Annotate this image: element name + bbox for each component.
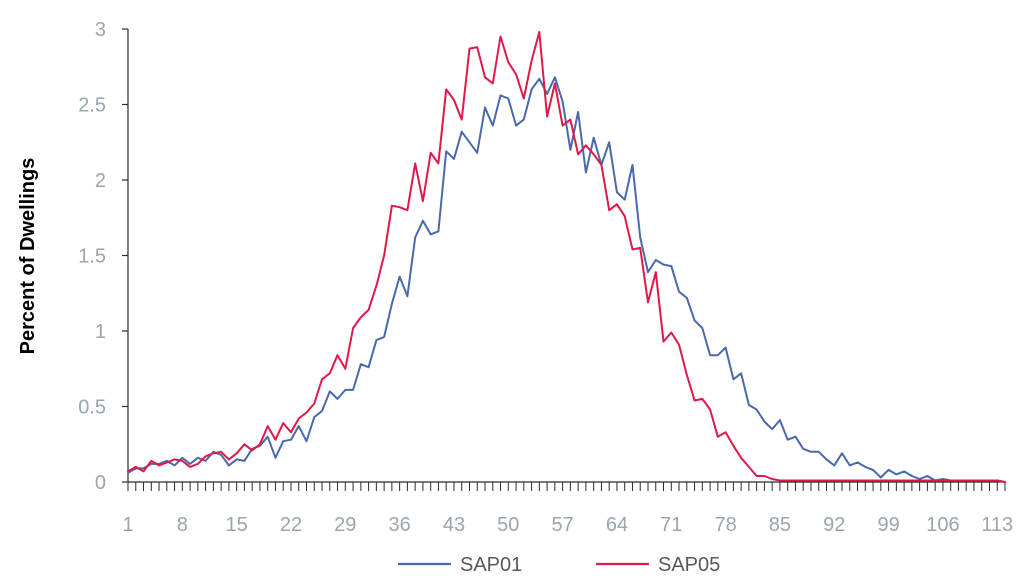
x-tick-label: 92	[823, 514, 845, 536]
legend-label-sap05: SAP05	[658, 554, 720, 576]
legend-label-sap01: SAP01	[460, 554, 522, 576]
y-axis: 0 0.5 1 1.5 2 2.5 3	[78, 19, 129, 494]
y-tick-label: 0	[95, 472, 106, 494]
x-axis: 1 8 15 22 29 36 43 50 57 64 71 78 85 92 99 106 113	[122, 481, 1013, 536]
y-tick-label: 2	[95, 170, 106, 192]
x-tick-label: 1	[122, 514, 133, 536]
x-tick-label: 22	[280, 514, 302, 536]
x-tick-label: 15	[226, 514, 248, 536]
series-line-sap05	[127, 31, 1006, 483]
x-tick-label: 50	[497, 514, 519, 536]
x-tick-label: 106	[926, 514, 959, 536]
x-tick-label: 113	[981, 514, 1013, 536]
y-axis-label: Percent of Dwellings	[17, 158, 39, 355]
x-tick-label: 43	[443, 514, 465, 536]
y-tick-label: 3	[95, 19, 106, 41]
x-tick-label: 8	[177, 514, 188, 536]
x-tick-label: 57	[551, 514, 573, 536]
y-tick-label: 1.5	[78, 246, 106, 268]
series-lines	[127, 31, 1006, 483]
x-tick-label: 64	[606, 514, 628, 536]
x-tick-label: 78	[714, 514, 736, 536]
x-tick-label: 85	[769, 514, 791, 536]
y-tick-label: 0.5	[78, 397, 106, 419]
x-tick-label: 99	[877, 514, 899, 536]
series-line-sap01	[127, 76, 1006, 483]
legend: SAP01 SAP05	[398, 554, 720, 576]
x-tick-label: 29	[334, 514, 356, 536]
x-tick-label: 36	[389, 514, 411, 536]
y-tick-label: 2.5	[78, 95, 106, 117]
x-tick-label: 71	[660, 514, 682, 536]
y-tick-label: 1	[95, 321, 106, 343]
